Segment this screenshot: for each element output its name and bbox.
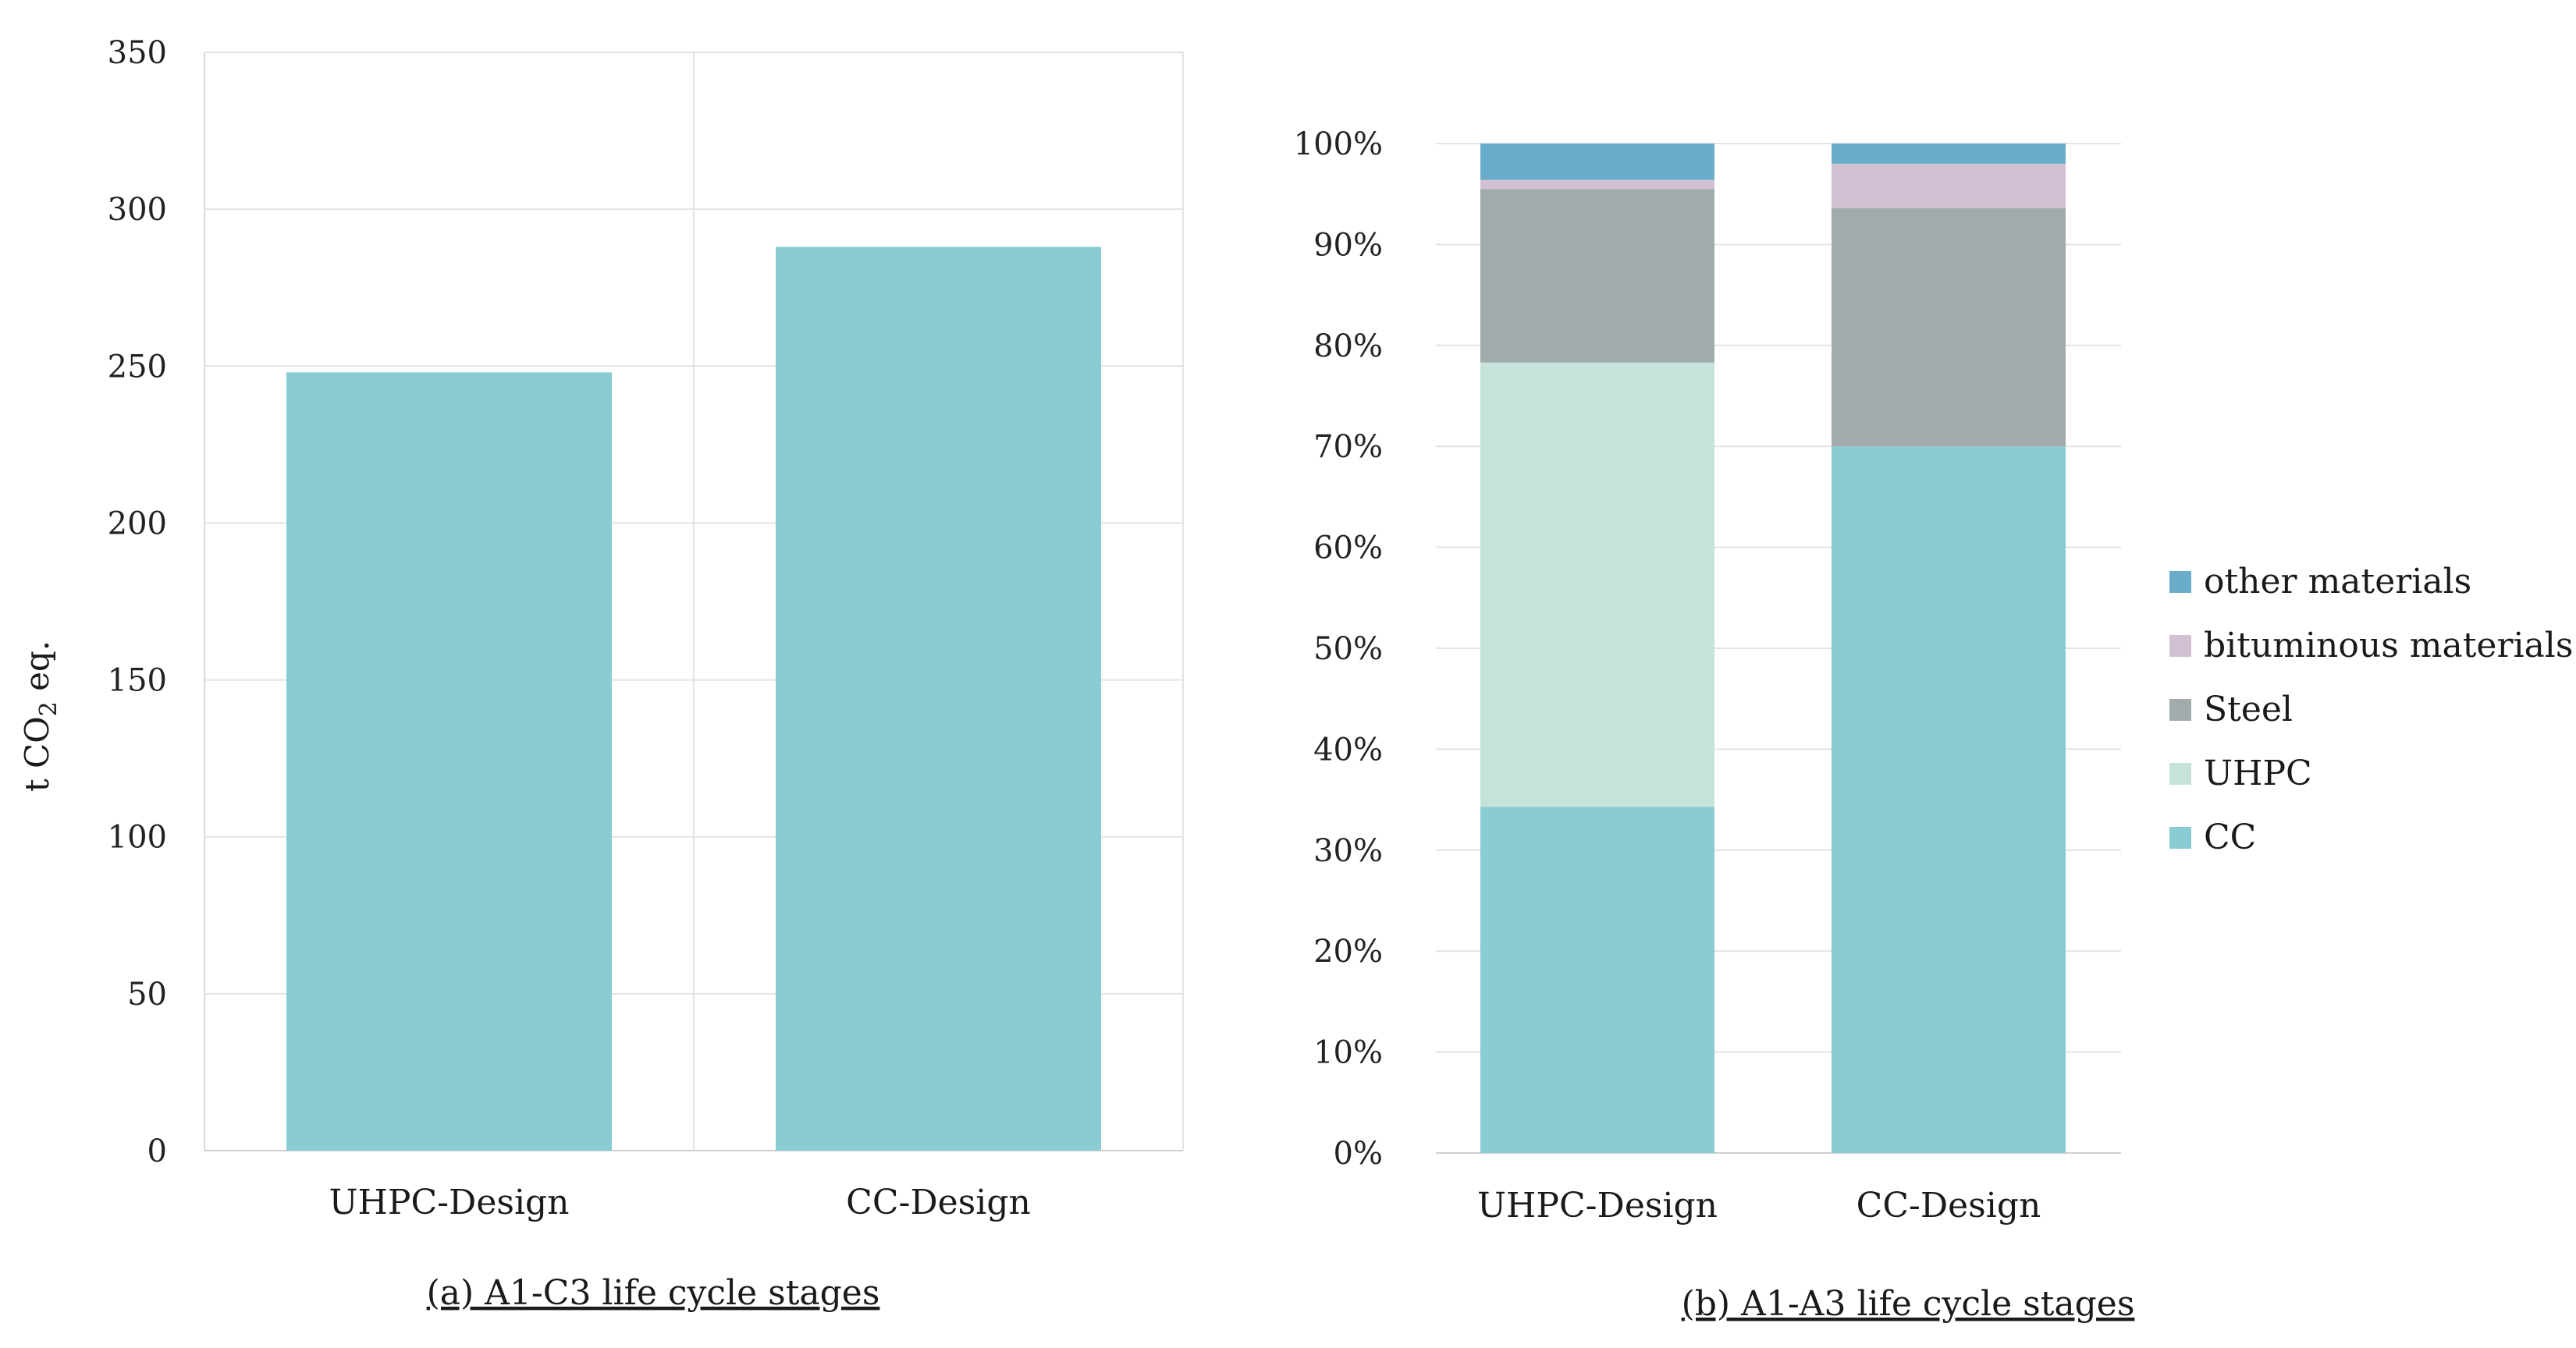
chart-a-caption: (a) A1-C3 life cycle stages (427, 1273, 880, 1313)
chart-b-caption: (b) A1-A3 life cycle stages (1682, 1284, 2135, 1324)
chart-a-y-tick-label: 150 (108, 663, 167, 699)
chart-b-legend-label: bituminous materials (2204, 626, 2573, 665)
chart-a-y-tick-label: 0 (147, 1133, 167, 1169)
chart-a-y-tick-label: 50 (127, 977, 167, 1013)
chart-a-y-tick-labels: 0 50 100 150 200 250 300 350 (108, 35, 167, 1169)
chart-b-y-tick-label: 50% (1313, 631, 1383, 667)
chart-a-y-tick-label: 250 (108, 349, 167, 385)
chart-b-legend-label: UHPC (2204, 754, 2312, 793)
chart-b-bar-segment (1480, 189, 1714, 363)
chart-b-bar-segment (1832, 446, 2066, 1153)
chart-b-y-tick-label: 60% (1313, 530, 1383, 566)
chart-b-legend-label: other materials (2204, 562, 2471, 601)
chart-b-bar-segment (1480, 179, 1714, 190)
chart-a-y-tick-label: 300 (108, 192, 167, 228)
chart-b-legend-swatch (2169, 827, 2191, 849)
chart-b-y-tick-labels: 0% 10% 20% 30% 40% 50% 60% 70% 80% 90% 100% (1294, 126, 1383, 1172)
chart-b-legend-swatch (2169, 699, 2191, 721)
chart-b-bar-segment (1832, 208, 2066, 447)
chart-a-y-tick-label: 350 (108, 35, 167, 71)
chart-b-y-tick-label: 90% (1313, 227, 1383, 263)
chart-b-stacked-bars (1480, 144, 2066, 1153)
chart-b-bar-segment (1480, 362, 1714, 807)
chart-b-legend-label: Steel (2204, 690, 2293, 729)
chart-b-category-label: CC-Design (1856, 1186, 2041, 1226)
chart-b-y-tick-label: 0% (1334, 1136, 1383, 1172)
chart-b-y-tick-label: 20% (1313, 934, 1383, 970)
chart-a-bar (286, 372, 612, 1151)
chart-b-bar-segment (1832, 163, 2066, 208)
chart-a-y-axis-label: t CO2 eq. (18, 640, 62, 792)
chart-b-category-label: UHPC-Design (1477, 1186, 1718, 1226)
chart-b-legend-swatch (2169, 635, 2191, 657)
chart-a-y-tick-label: 100 (108, 820, 167, 856)
chart-a-category-label: UHPC-Design (329, 1183, 569, 1222)
chart-a-y-tick-label: 200 (108, 506, 167, 541)
chart-b-y-tick-label: 80% (1313, 328, 1383, 364)
chart-a-bar (776, 247, 1101, 1151)
chart-b-y-tick-label: 100% (1294, 126, 1383, 162)
chart-b-y-tick-label: 40% (1313, 732, 1383, 768)
chart-a-category-labels: UHPC-Design CC-Design (329, 1183, 1030, 1222)
chart-b-a1-a3: 0% 10% 20% 30% 40% 50% 60% 70% 80% 90% 100% UHPC-D… (1294, 126, 2574, 1324)
chart-b-legend-swatch (2169, 571, 2191, 593)
chart-b-y-tick-label: 70% (1313, 429, 1383, 465)
chart-b-bar-segment (1832, 144, 2066, 164)
chart-b-category-labels: UHPC-Design CC-Design (1477, 1186, 2041, 1226)
chart-b-bar-segment (1480, 807, 1714, 1153)
chart-b-y-tick-label: 10% (1313, 1035, 1383, 1071)
chart-a-bars (286, 247, 1101, 1151)
chart-b-legend-swatch (2169, 763, 2191, 785)
chart-b-bar-segment (1480, 144, 1714, 180)
chart-b-legend-label: CC (2204, 818, 2256, 857)
chart-b-legend: other materials bituminous materials Steel… (2169, 562, 2573, 857)
chart-b-y-tick-label: 30% (1313, 833, 1383, 869)
chart-a-category-label: CC-Design (846, 1183, 1031, 1222)
chart-a-a1-c3: 0 50 100 150 200 250 300 350 UHPC-Design CC-Desi… (18, 35, 1184, 1313)
